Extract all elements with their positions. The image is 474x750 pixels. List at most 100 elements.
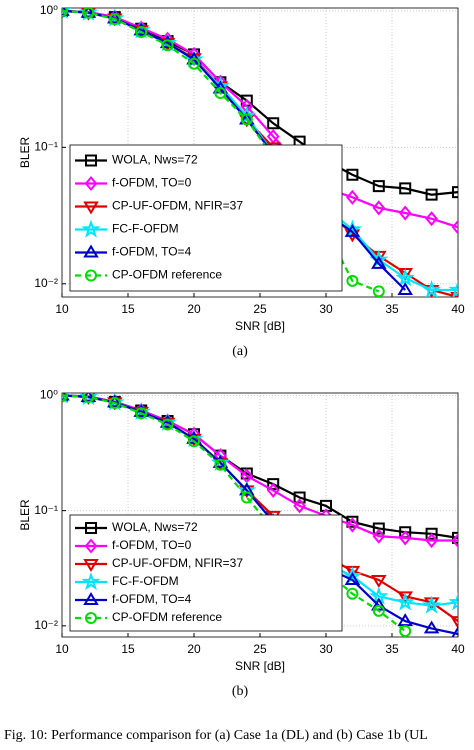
marker [320, 499, 332, 512]
marker [161, 418, 174, 431]
marker [346, 189, 359, 205]
marker [133, 22, 149, 36]
y-tick-label: 10⁻¹ [34, 503, 58, 517]
marker [452, 186, 458, 199]
marker [108, 396, 121, 409]
marker [451, 219, 458, 235]
y-tick-label: 10⁻² [34, 618, 58, 632]
x-axis-label: SNR [dB] [235, 319, 285, 333]
legend-box [69, 144, 343, 292]
marker [82, 393, 95, 403]
marker [346, 517, 359, 533]
marker [62, 393, 68, 402]
legend-marker [83, 244, 99, 258]
marker [398, 205, 412, 221]
series-line [62, 9, 458, 229]
x-tick-label: 10 [55, 642, 69, 656]
marker [62, 8, 68, 17]
legend-label: f-OFDM, TO=4 [112, 592, 192, 606]
x-tick-label: 40 [451, 302, 465, 316]
marker [62, 8, 70, 16]
marker [188, 57, 200, 70]
legend-label: FC-F-OFDM [112, 222, 179, 236]
marker [240, 491, 253, 504]
y-tick-label: 10⁰ [40, 388, 58, 402]
y-axis-label: BLER [18, 499, 32, 531]
legend-label: WOLA, Nws=72 [112, 153, 198, 167]
marker [293, 491, 306, 504]
legend-label: FC-F-OFDM [112, 574, 179, 588]
x-tick-label: 30 [319, 642, 333, 656]
marker [448, 592, 458, 611]
legend-label: CP-OFDM reference [112, 610, 222, 624]
legend-marker [85, 269, 97, 282]
x-tick-label: 15 [121, 642, 135, 656]
marker [82, 8, 95, 19]
x-tick-label: 40 [451, 642, 465, 656]
legend-marker [84, 538, 98, 554]
caption: Fig. 10: Performance comparison for (a) … [4, 728, 428, 743]
x-tick-label: 35 [385, 642, 399, 656]
marker [62, 393, 70, 401]
marker [451, 626, 458, 637]
legend-marker [85, 612, 97, 624]
legend-label: f-OFDM, TO=0 [112, 176, 192, 190]
y-tick-label: 10⁻¹ [34, 140, 58, 154]
axes-box [61, 7, 459, 298]
panel-label: (b) [232, 684, 249, 699]
legend-label: f-OFDM, TO=0 [112, 538, 192, 552]
marker [371, 574, 387, 588]
marker [425, 188, 438, 201]
marker [372, 200, 386, 216]
marker [267, 117, 280, 130]
legend-label: f-OFDM, TO=4 [112, 245, 192, 259]
marker [448, 279, 458, 297]
marker [214, 87, 227, 100]
marker [395, 592, 415, 611]
marker [133, 403, 149, 417]
legend-label: CP-OFDM reference [112, 268, 222, 282]
marker [214, 458, 227, 471]
marker [188, 435, 200, 448]
x-tick-label: 30 [319, 302, 333, 316]
marker [62, 393, 68, 402]
legend-label: WOLA, Nws=72 [112, 520, 198, 534]
marker [371, 255, 387, 269]
legend-marker [83, 201, 99, 215]
marker [422, 279, 442, 297]
marker [451, 532, 458, 549]
marker [159, 414, 176, 428]
marker [161, 39, 174, 52]
marker [372, 604, 385, 617]
legend-marker [85, 522, 97, 534]
marker [239, 482, 255, 496]
x-tick-label: 20 [187, 642, 201, 656]
marker [108, 13, 121, 26]
marker [346, 587, 359, 600]
panel-label: (a) [232, 344, 248, 359]
series-layer [62, 8, 458, 297]
marker [293, 498, 306, 514]
marker [399, 625, 412, 637]
marker [135, 407, 148, 420]
axes-box [61, 392, 459, 638]
marker [397, 613, 413, 627]
x-tick-label: 20 [187, 302, 201, 316]
x-tick-label: 25 [253, 302, 267, 316]
series-layer [62, 393, 458, 637]
marker [346, 274, 359, 287]
marker [422, 595, 442, 614]
marker [372, 522, 385, 535]
legend-marker [85, 154, 97, 167]
marker [372, 285, 385, 297]
marker [425, 532, 438, 549]
legend-marker [83, 559, 99, 572]
legend-marker [84, 175, 98, 192]
y-tick-label: 10⁰ [40, 3, 58, 17]
legend-marker [81, 571, 101, 591]
marker [425, 211, 438, 227]
legend-label: CP-UF-OFDM, NFIR=37 [112, 556, 243, 570]
legend-label: CP-UF-OFDM, NFIR=37 [112, 199, 243, 213]
marker [240, 113, 253, 126]
